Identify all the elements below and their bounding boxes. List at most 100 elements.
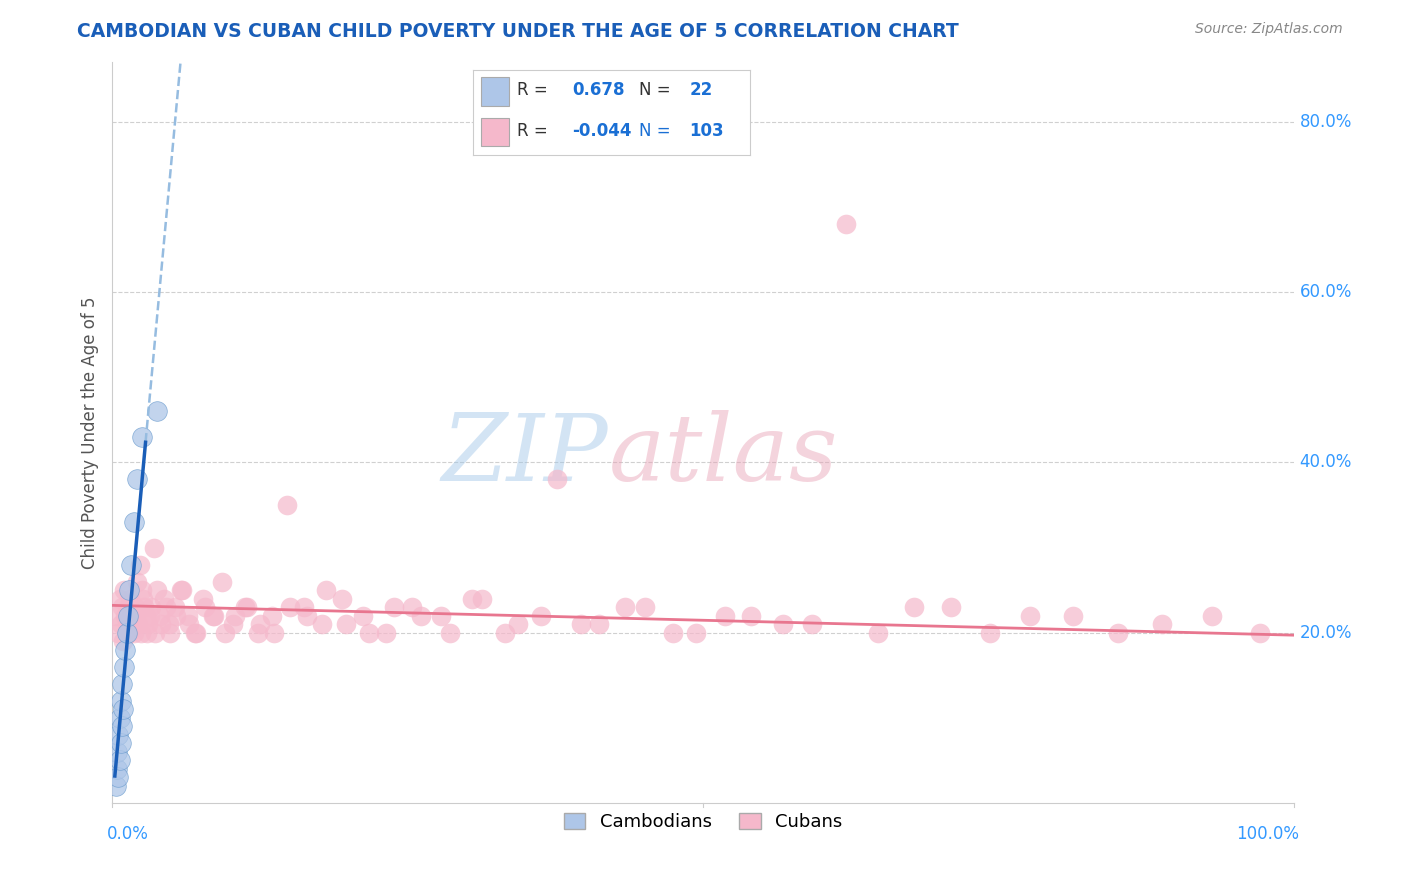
Point <box>1249 625 1271 640</box>
Text: 80.0%: 80.0% <box>1299 113 1351 131</box>
Point <box>136 617 159 632</box>
Point <box>112 582 135 597</box>
Point <box>249 617 271 632</box>
Point <box>128 558 150 572</box>
Point <box>439 625 461 640</box>
Point <box>149 608 172 623</box>
Point <box>127 574 149 589</box>
Point <box>165 600 187 615</box>
Point <box>107 625 129 640</box>
Point <box>382 600 405 615</box>
Point <box>112 634 135 648</box>
Point <box>155 600 177 615</box>
Point <box>569 617 592 632</box>
Point <box>1201 608 1223 623</box>
Point <box>105 779 128 793</box>
Point <box>246 625 269 640</box>
Point <box>260 608 283 623</box>
Point <box>172 582 194 597</box>
Point <box>118 625 141 640</box>
Point <box>159 625 181 640</box>
Point <box>430 608 453 623</box>
Point <box>375 625 398 640</box>
Point <box>494 625 516 640</box>
Text: 100.0%: 100.0% <box>1236 825 1299 843</box>
Point <box>460 591 482 606</box>
Point <box>122 625 145 640</box>
Point <box>107 770 129 784</box>
Point <box>134 600 156 615</box>
Text: 40.0%: 40.0% <box>1299 453 1351 471</box>
Point <box>1062 608 1084 623</box>
Point <box>117 600 139 615</box>
Point <box>120 608 142 623</box>
Point <box>211 574 233 589</box>
Point <box>135 608 157 623</box>
Point <box>179 617 201 632</box>
Point <box>111 719 134 733</box>
Point <box>546 472 568 486</box>
Point <box>662 625 685 640</box>
Point <box>409 608 432 623</box>
Point <box>177 608 200 623</box>
Point <box>124 600 146 615</box>
Text: atlas: atlas <box>609 409 838 500</box>
Point <box>800 617 823 632</box>
Point <box>131 582 153 597</box>
Point <box>740 608 762 623</box>
Point <box>685 625 707 640</box>
Legend: Cambodians, Cubans: Cambodians, Cubans <box>557 805 849 838</box>
Point <box>112 659 135 673</box>
Point <box>125 608 148 623</box>
Point <box>114 642 136 657</box>
Point <box>146 582 169 597</box>
Point <box>107 728 129 742</box>
Point <box>121 617 143 632</box>
Point <box>114 608 136 623</box>
Point <box>170 582 193 597</box>
Text: 60.0%: 60.0% <box>1299 283 1351 301</box>
Text: 0.0%: 0.0% <box>107 825 149 843</box>
Point <box>201 608 224 623</box>
Point <box>112 702 135 716</box>
Point <box>105 745 128 759</box>
Point <box>278 600 301 615</box>
Point <box>108 591 131 606</box>
Point <box>471 591 494 606</box>
Point <box>131 430 153 444</box>
Point <box>276 498 298 512</box>
Point <box>224 608 246 623</box>
Point <box>108 711 131 725</box>
Point <box>311 617 333 632</box>
Point <box>111 676 134 690</box>
Point <box>939 600 962 615</box>
Point <box>146 404 169 418</box>
Point <box>1019 608 1042 623</box>
Text: 20.0%: 20.0% <box>1299 624 1353 641</box>
Point <box>105 762 128 776</box>
Point <box>110 694 132 708</box>
Point <box>866 625 889 640</box>
Point <box>120 591 142 606</box>
Point <box>108 753 131 767</box>
Point <box>292 600 315 615</box>
Point <box>153 591 176 606</box>
Point <box>157 617 180 632</box>
Point <box>132 591 155 606</box>
Point <box>165 608 187 623</box>
Point <box>111 600 134 615</box>
Point <box>236 600 259 615</box>
Point <box>263 625 285 640</box>
Point <box>1152 617 1174 632</box>
Point <box>141 600 163 615</box>
Point <box>634 600 657 615</box>
Point <box>194 600 217 615</box>
Point <box>110 617 132 632</box>
Point <box>105 608 128 623</box>
Point <box>122 515 145 529</box>
Point <box>903 600 925 615</box>
Point <box>118 582 141 597</box>
Point <box>530 608 553 623</box>
Point <box>222 617 245 632</box>
Point <box>357 625 380 640</box>
